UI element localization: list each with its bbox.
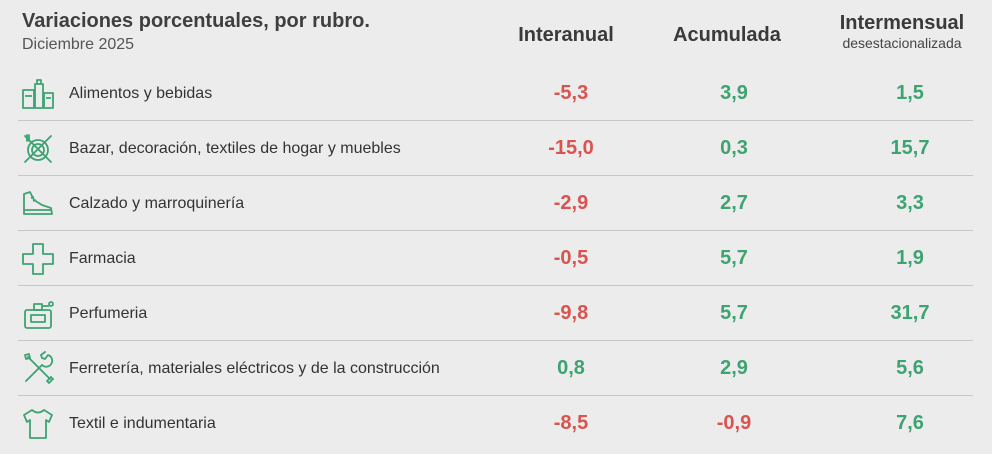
value-intermensual: 1,5	[896, 82, 924, 104]
table-row: Textil e indumentaria -8,5 -0,9 7,6	[0, 396, 992, 451]
column-header-intermensual: Intermensual desestacionalizada	[812, 12, 992, 51]
value-interanual: -8,5	[553, 412, 589, 434]
column-header-intermensual-sublabel: desestacionalizada	[842, 35, 962, 51]
row-label: Farmacia	[69, 250, 136, 267]
value-intermensual: 5,6	[896, 357, 924, 379]
value-interanual: -0,5	[553, 247, 589, 269]
value-acumulada: 5,7	[720, 302, 748, 324]
data-table: Alimentos y bebidas -5,3 3,9 1,5 Bazar, deco…	[0, 66, 992, 451]
value-acumulada: 5,7	[720, 247, 748, 269]
value-intermensual: 3,3	[896, 192, 924, 214]
shirt-icon	[20, 406, 56, 442]
table-row: Perfumeria -9,8 5,7 31,7	[0, 286, 992, 341]
table-row: Alimentos y bebidas -5,3 3,9 1,5	[0, 66, 992, 121]
value-interanual: -15,0	[548, 137, 594, 159]
value-interanual: -9,8	[553, 302, 589, 324]
tools-icon	[20, 351, 56, 387]
table-row: Bazar, decoración, textiles de hogar y m…	[0, 121, 992, 176]
bazaar-icon	[20, 131, 56, 167]
grocery-icon	[20, 76, 56, 112]
table-row: Ferretería, materiales eléctricos y de l…	[0, 341, 992, 396]
perfume-icon	[20, 296, 56, 332]
column-header-acumulada-label: Acumulada	[673, 24, 781, 46]
value-interanual: -2,9	[553, 192, 589, 214]
value-intermensual: 1,9	[896, 247, 924, 269]
value-intermensual: 7,6	[896, 412, 924, 434]
table-row: Calzado y marroquinería -2,9 2,7 3,3	[0, 176, 992, 231]
row-label: Perfumeria	[69, 305, 148, 322]
column-header-intermensual-label: Intermensual	[839, 12, 965, 34]
value-acumulada: 2,7	[720, 192, 748, 214]
value-acumulada: -0,9	[716, 412, 752, 434]
column-header-acumulada: Acumulada	[660, 24, 794, 47]
value-acumulada: 2,9	[720, 357, 748, 379]
row-label: Alimentos y bebidas	[69, 85, 213, 102]
value-interanual: -5,3	[553, 82, 589, 104]
value-intermensual: 31,7	[890, 302, 930, 324]
chart-title: Variaciones porcentuales, por rubro.	[22, 10, 370, 32]
shoe-icon	[20, 186, 56, 222]
column-header-interanual-label: Interanual	[518, 24, 614, 46]
value-acumulada: 0,3	[720, 137, 748, 159]
row-label: Calzado y marroquinería	[69, 195, 245, 212]
table-row: Farmacia -0,5 5,7 1,9	[0, 231, 992, 286]
chart-subtitle: Diciembre 2025	[22, 36, 135, 53]
value-acumulada: 3,9	[720, 82, 748, 104]
row-label: Textil e indumentaria	[69, 415, 216, 432]
column-header-interanual: Interanual	[500, 24, 632, 47]
row-label: Ferretería, materiales eléctricos y de l…	[69, 360, 440, 377]
row-label: Bazar, decoración, textiles de hogar y m…	[69, 140, 401, 157]
pharmacy-cross-icon	[20, 241, 56, 277]
value-interanual: 0,8	[557, 357, 585, 379]
value-intermensual: 15,7	[890, 137, 930, 159]
